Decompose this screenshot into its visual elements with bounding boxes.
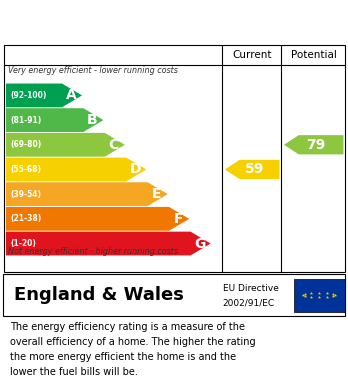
Text: EU Directive: EU Directive (223, 283, 279, 293)
Text: B: B (87, 113, 98, 127)
Text: 59: 59 (245, 163, 264, 176)
Polygon shape (6, 108, 103, 132)
Text: (55-68): (55-68) (10, 165, 41, 174)
Polygon shape (6, 207, 189, 231)
Text: Energy Efficiency Rating: Energy Efficiency Rating (60, 13, 288, 32)
Text: (69-80): (69-80) (10, 140, 42, 149)
Polygon shape (225, 160, 279, 179)
Text: 79: 79 (306, 138, 326, 152)
Text: (92-100): (92-100) (10, 91, 47, 100)
Text: (39-54): (39-54) (10, 190, 41, 199)
Text: G: G (194, 237, 205, 251)
Polygon shape (6, 182, 168, 206)
Text: (81-91): (81-91) (10, 116, 42, 125)
Polygon shape (6, 133, 125, 157)
Text: The energy efficiency rating is a measure of the
overall efficiency of a home. T: The energy efficiency rating is a measur… (10, 322, 256, 377)
Text: 2002/91/EC: 2002/91/EC (223, 299, 275, 308)
Text: Very energy efficient - lower running costs: Very energy efficient - lower running co… (8, 66, 177, 75)
Text: D: D (129, 163, 141, 176)
Text: F: F (173, 212, 183, 226)
Text: Not energy efficient - higher running costs: Not energy efficient - higher running co… (8, 247, 178, 256)
Text: E: E (152, 187, 161, 201)
Text: (21-38): (21-38) (10, 214, 42, 223)
Polygon shape (284, 135, 343, 154)
Text: Potential: Potential (291, 50, 337, 60)
Polygon shape (6, 158, 146, 181)
Text: C: C (109, 138, 119, 152)
Bar (294, 279, 345, 312)
Text: A: A (66, 88, 76, 102)
Text: Current: Current (232, 50, 272, 60)
Polygon shape (6, 231, 211, 255)
Text: (1-20): (1-20) (10, 239, 36, 248)
Polygon shape (6, 84, 82, 107)
Text: England & Wales: England & Wales (14, 286, 184, 304)
